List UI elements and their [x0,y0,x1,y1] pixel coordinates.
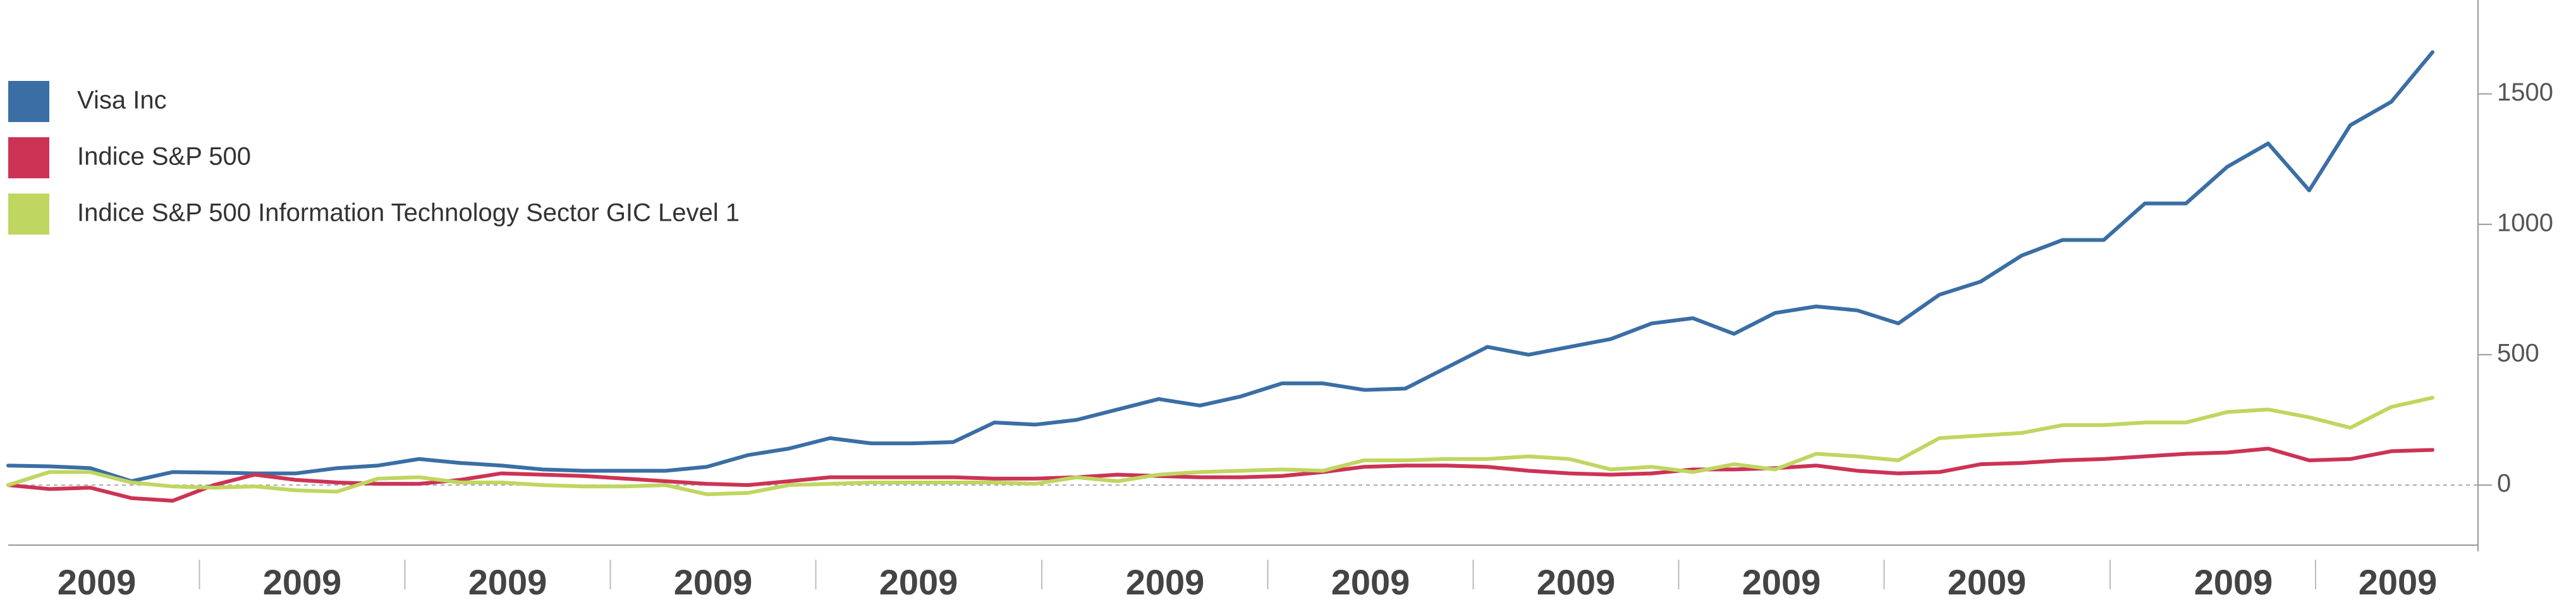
x-tick-label: 2009 [263,562,342,602]
series-line [6,50,2434,483]
x-tick-label: 2009 [1537,562,1616,602]
x-tick-label: 2009 [1126,562,1205,602]
x-tick-label: 2009 [1948,562,2027,602]
legend-swatch [8,194,49,235]
legend-swatch [8,137,49,178]
legend-swatch [8,81,49,122]
x-tick-label: 2009 [1331,562,1410,602]
y-tick-label: 1500 [2497,78,2553,106]
legend-label: Indice S&P 500 [77,143,251,171]
legend-label: Indice S&P 500 Information Technology Se… [77,199,740,227]
x-tick-label: 2009 [2359,562,2438,602]
y-tick-label: 500 [2497,339,2539,367]
y-tick-label: 0 [2497,470,2511,498]
x-tick-label: 2009 [468,562,547,602]
x-tick-label: 2009 [674,562,753,602]
legend-label: Visa Inc [77,87,167,114]
x-tick-label: 2009 [1742,562,1821,602]
series-line [6,395,2434,496]
series-line [6,446,2434,503]
y-tick-label: 1000 [2497,209,2553,236]
x-tick-label: 2009 [58,562,137,602]
x-tick-label: 2009 [2194,562,2273,602]
x-tick-label: 2009 [879,562,958,602]
